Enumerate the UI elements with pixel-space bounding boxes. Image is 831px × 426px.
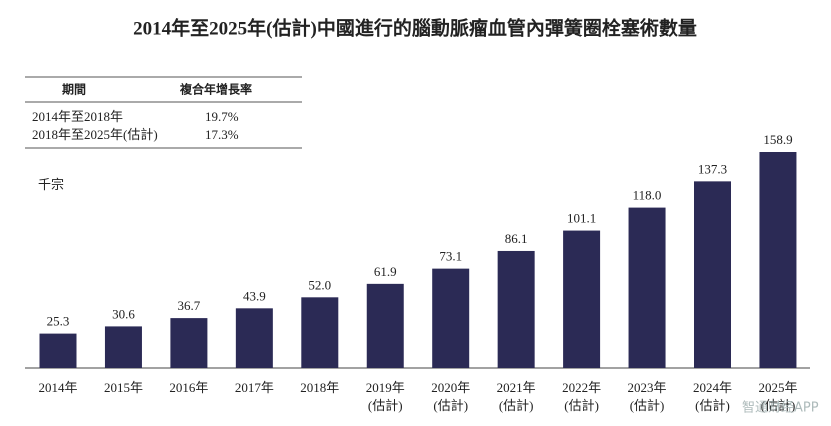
value-label: 25.3 (47, 314, 70, 329)
bar (366, 283, 404, 368)
table-cell: 2018年至2025年(估計) (32, 127, 158, 142)
x-tick-label: 2016年 (169, 380, 208, 395)
x-tick-label: 2023年 (628, 380, 667, 395)
table-header: 複合年增長率 (179, 82, 252, 97)
value-label: 86.1 (505, 231, 528, 246)
x-tick-label: (估計) (630, 398, 665, 413)
value-label: 101.1 (567, 211, 596, 226)
x-tick-label: 2020年 (431, 380, 470, 395)
bar (170, 318, 208, 368)
x-tick-label: 2021年 (497, 380, 536, 395)
x-tick-label: (估計) (433, 398, 468, 413)
bar (694, 181, 731, 368)
bar (301, 297, 339, 368)
x-tick-label: 2014年 (38, 380, 77, 395)
unit-label: 千宗 (38, 177, 64, 192)
value-label: 73.1 (439, 249, 462, 264)
value-label: 36.7 (178, 298, 201, 313)
x-tick-label: (估計) (499, 398, 534, 413)
value-label: 118.0 (633, 188, 662, 203)
table-cell: 19.7% (205, 109, 239, 124)
x-tick-label: (估計) (564, 398, 599, 413)
table-cell: 17.3% (205, 127, 239, 142)
x-tick-label: 2025年 (758, 380, 797, 395)
x-tick-label: 2022年 (562, 380, 601, 395)
x-tick-label: (估計) (761, 398, 796, 413)
bar (628, 207, 666, 368)
value-label: 137.3 (698, 161, 727, 176)
bar (39, 333, 77, 368)
bar (497, 250, 535, 368)
value-label: 43.9 (243, 288, 266, 303)
chart-title: 2014年至2025年(估計)中國進行的腦動脈瘤血管內彈簧圈栓塞術數量 (133, 16, 697, 39)
bar (759, 152, 797, 368)
x-tick-label: 2019年 (366, 380, 405, 395)
watermark: 智通财经APP (742, 401, 819, 416)
x-tick-label: 2017年 (235, 380, 274, 395)
bar (563, 230, 601, 368)
bar (235, 308, 273, 368)
value-label: 30.6 (112, 306, 135, 321)
table-header: 期間 (62, 82, 86, 97)
x-tick-label: (估計) (368, 398, 403, 413)
bar (104, 326, 142, 368)
bar (432, 268, 470, 368)
value-label: 52.0 (308, 277, 331, 292)
value-label: 61.9 (374, 264, 397, 279)
x-tick-label: (估計) (695, 398, 730, 413)
x-tick-label: 2018年 (300, 380, 339, 395)
table-cell: 2014年至2018年 (32, 109, 123, 124)
x-tick-label: 2015年 (104, 380, 143, 395)
value-label: 158.9 (763, 132, 792, 147)
x-tick-label: 2024年 (693, 380, 732, 395)
